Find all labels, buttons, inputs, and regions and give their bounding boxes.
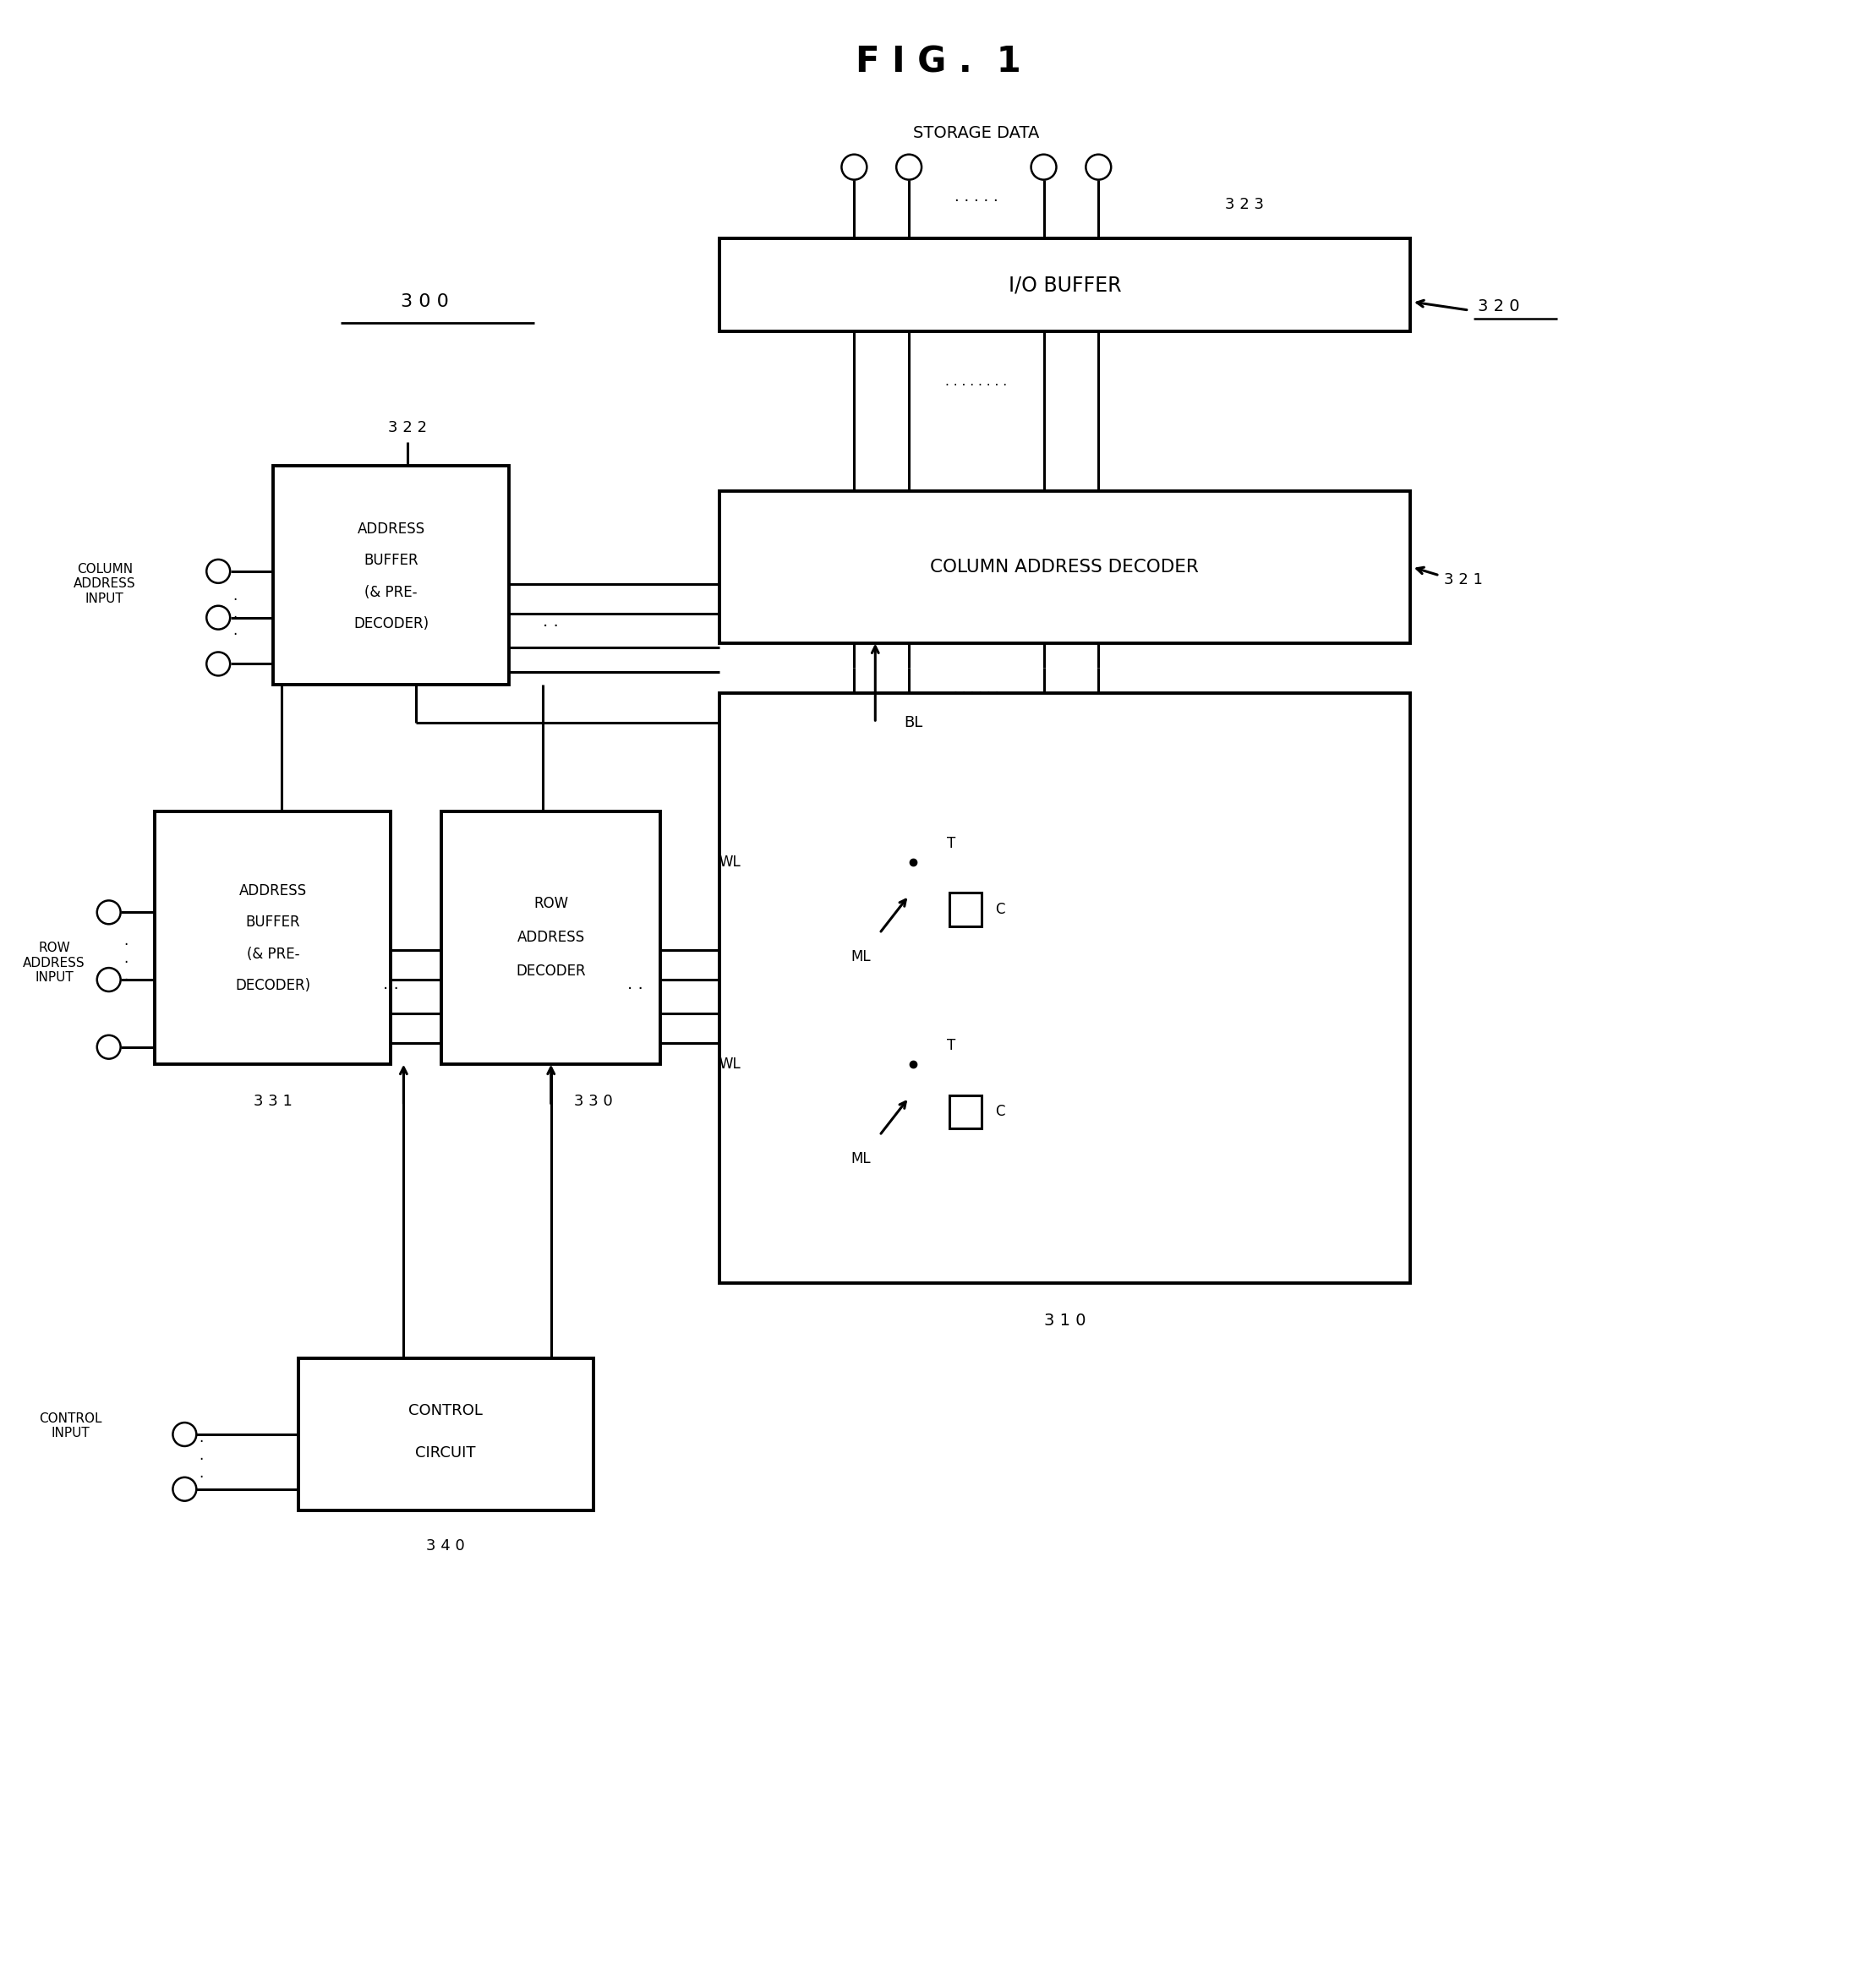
Text: T: T xyxy=(947,1038,955,1054)
Text: (& PRE-: (& PRE- xyxy=(364,585,416,599)
Circle shape xyxy=(98,900,120,923)
Text: (& PRE-: (& PRE- xyxy=(246,947,300,963)
Circle shape xyxy=(897,154,921,180)
Circle shape xyxy=(206,605,231,629)
Text: DECODER: DECODER xyxy=(516,963,585,979)
Text: BUFFER: BUFFER xyxy=(364,554,418,567)
Text: STORAGE DATA: STORAGE DATA xyxy=(914,125,1039,142)
Text: COLUMN
ADDRESS
INPUT: COLUMN ADDRESS INPUT xyxy=(73,563,135,605)
Bar xyxy=(719,694,1411,1283)
Bar xyxy=(719,490,1411,643)
Text: 3 0 0: 3 0 0 xyxy=(401,293,448,310)
Text: ADDRESS: ADDRESS xyxy=(238,884,308,900)
Text: F I G .  1: F I G . 1 xyxy=(855,43,1021,79)
Text: CIRCUIT: CIRCUIT xyxy=(415,1445,477,1461)
Text: C: C xyxy=(994,1105,1006,1119)
Text: ·
·
·: · · · xyxy=(124,937,128,989)
Circle shape xyxy=(1032,154,1056,180)
Text: DECODER): DECODER) xyxy=(234,979,311,992)
Text: . . . . . . . .: . . . . . . . . xyxy=(946,376,1007,387)
Text: . . . . . .: . . . . . . xyxy=(953,682,1000,696)
Text: 3 4 0: 3 4 0 xyxy=(426,1538,465,1554)
Text: 3 1 0: 3 1 0 xyxy=(1043,1313,1086,1329)
Text: COLUMN ADDRESS DECODER: COLUMN ADDRESS DECODER xyxy=(930,559,1199,575)
Text: . . . . .: . . . . . xyxy=(955,190,998,204)
Text: 3 2 3: 3 2 3 xyxy=(1225,198,1264,214)
Text: ROW
ADDRESS
INPUT: ROW ADDRESS INPUT xyxy=(23,941,84,985)
Text: . .: . . xyxy=(542,613,559,631)
Text: ·
·
·: · · · xyxy=(199,1435,204,1485)
Text: T: T xyxy=(947,836,955,850)
Circle shape xyxy=(206,652,231,676)
Text: 3 2 1: 3 2 1 xyxy=(1445,571,1482,587)
Text: ML: ML xyxy=(852,949,870,965)
Bar xyxy=(441,811,660,1064)
Text: 3 2 2: 3 2 2 xyxy=(388,421,428,435)
Text: WL: WL xyxy=(719,1056,741,1072)
Text: 3 2 0: 3 2 0 xyxy=(1478,299,1520,314)
Circle shape xyxy=(842,154,867,180)
Text: WL: WL xyxy=(719,854,741,870)
Text: ·
·
·: · · · xyxy=(233,593,238,643)
Bar xyxy=(949,1095,981,1129)
Circle shape xyxy=(1086,154,1111,180)
Text: 3 3 0: 3 3 0 xyxy=(574,1093,612,1109)
Text: CONTROL
INPUT: CONTROL INPUT xyxy=(39,1412,103,1439)
Bar xyxy=(949,894,981,927)
Text: BUFFER: BUFFER xyxy=(246,915,300,929)
Text: . .: . . xyxy=(383,977,400,992)
Text: ADDRESS: ADDRESS xyxy=(518,929,585,945)
Bar xyxy=(719,239,1411,332)
Bar xyxy=(274,467,508,684)
Circle shape xyxy=(206,559,231,583)
Circle shape xyxy=(173,1477,197,1501)
Text: CONTROL: CONTROL xyxy=(409,1404,482,1418)
Bar xyxy=(298,1358,593,1510)
Text: DECODER): DECODER) xyxy=(353,617,428,631)
Circle shape xyxy=(98,969,120,990)
Text: 3 3 1: 3 3 1 xyxy=(253,1093,293,1109)
Circle shape xyxy=(98,1036,120,1060)
Text: C: C xyxy=(994,902,1006,917)
Text: BL: BL xyxy=(904,716,923,730)
Text: I/O BUFFER: I/O BUFFER xyxy=(1007,275,1122,295)
Bar xyxy=(156,811,390,1064)
Text: ADDRESS: ADDRESS xyxy=(356,522,424,538)
Text: ROW: ROW xyxy=(533,896,568,911)
Text: . .: . . xyxy=(627,977,643,992)
Circle shape xyxy=(173,1423,197,1445)
Text: ML: ML xyxy=(852,1151,870,1166)
